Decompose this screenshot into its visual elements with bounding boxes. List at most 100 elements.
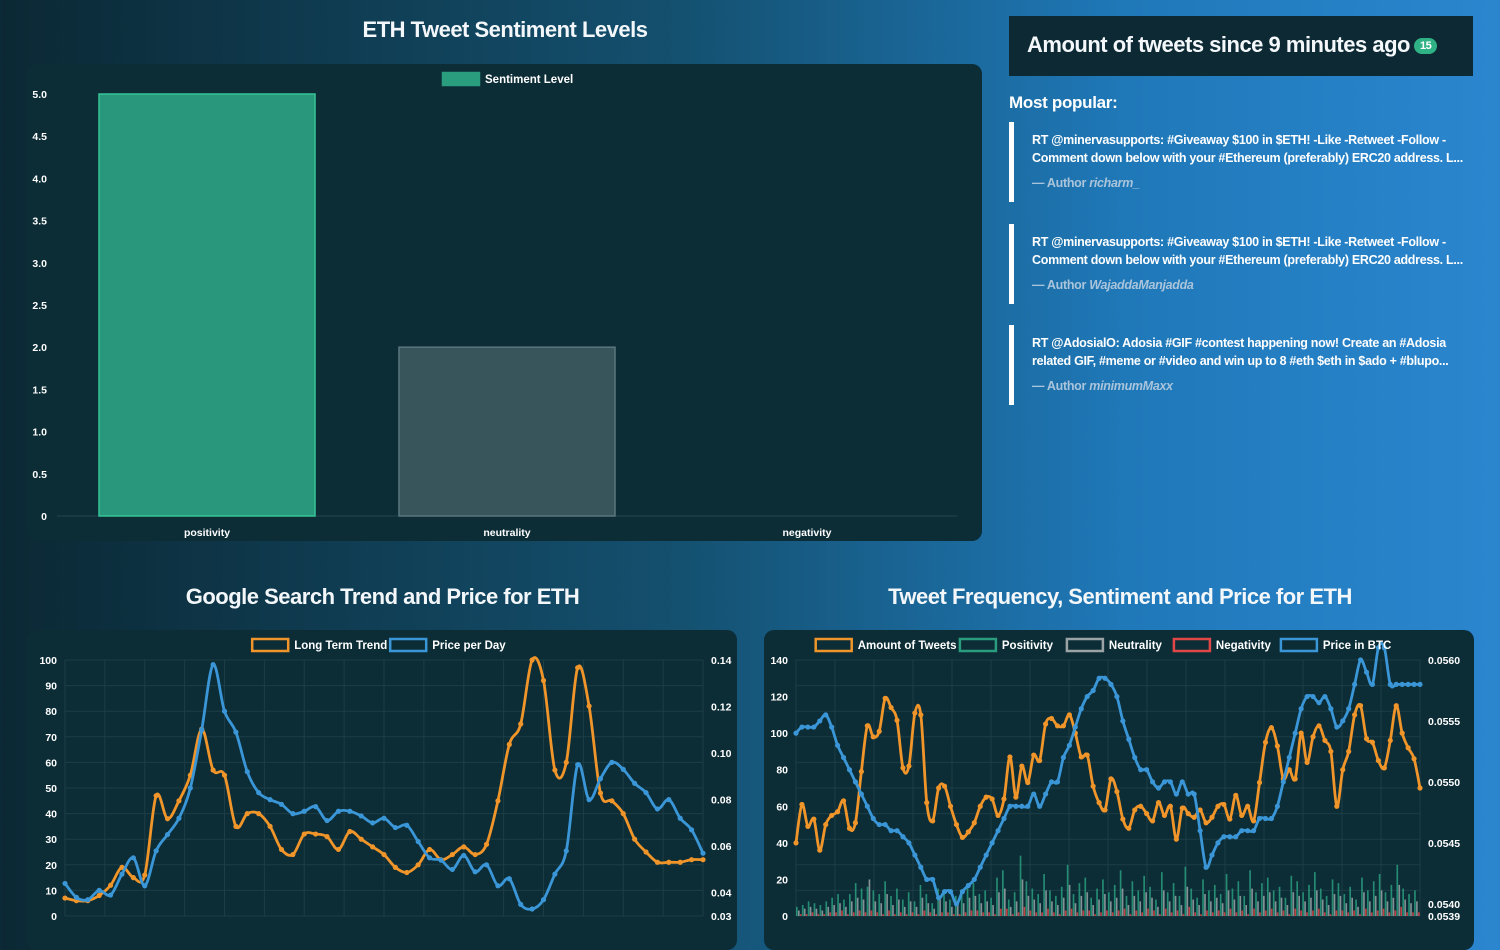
popular-tweet[interactable]: RT @minervasupports: #Giveaway $100 in $… — [1009, 224, 1482, 304]
bar-negativity — [1206, 910, 1208, 916]
point — [823, 712, 829, 718]
point — [313, 831, 319, 837]
bar-negativity — [852, 912, 855, 916]
bar-neutrality — [1257, 901, 1259, 916]
bar-neutrality — [1251, 888, 1253, 916]
point — [1096, 675, 1102, 681]
bar-negativity — [905, 914, 908, 916]
y-left-tick-label: 80 — [776, 765, 788, 777]
bar-negativity — [1235, 912, 1238, 916]
point — [415, 838, 421, 845]
author-name[interactable]: WajaddaManjadda — [1089, 278, 1194, 292]
bar-negativity — [1135, 910, 1138, 916]
popular-tweet[interactable]: RT @minervasupports: #Giveaway $100 in $… — [1009, 122, 1482, 202]
bar-positivity — [1078, 883, 1081, 916]
bar-neutrality — [833, 905, 835, 916]
bar-neutrality — [1416, 901, 1418, 916]
bar-negativity — [1023, 906, 1026, 916]
point — [597, 790, 604, 796]
bar-positivity — [1302, 892, 1304, 916]
point — [107, 882, 114, 888]
bar-negativity — [1388, 912, 1391, 916]
bar-positivity — [1184, 866, 1187, 916]
bar-positivity — [837, 894, 839, 916]
bar-neutrality — [1009, 906, 1012, 916]
legend-label: Positivity — [1002, 640, 1054, 652]
bar-negativity — [1247, 914, 1249, 916]
point — [1357, 703, 1364, 709]
bar-neutrality — [1151, 897, 1153, 916]
bar-negativity — [1088, 910, 1091, 916]
bar-neutrality — [1074, 903, 1077, 916]
bar-neutrality — [845, 906, 847, 916]
popular-tweet[interactable]: RT @AdosialO: Adosia #GIF #contest happe… — [1009, 325, 1482, 405]
tweet-count-label: Amount of tweets since 9 minutes ago — [1027, 32, 1410, 57]
bar-negativity — [805, 914, 808, 916]
point — [1025, 779, 1031, 786]
bar-neutrality — [1363, 892, 1365, 916]
point — [552, 871, 558, 877]
bar-neutrality — [1233, 899, 1236, 916]
bar-neutrality — [1215, 897, 1218, 916]
bar-negativity — [1117, 910, 1120, 916]
point — [1120, 718, 1126, 724]
point — [1352, 681, 1358, 687]
point — [799, 801, 805, 808]
bar-neutrality — [1398, 884, 1401, 916]
point — [278, 846, 285, 853]
point — [449, 851, 455, 858]
bar-positivity — [1131, 881, 1134, 916]
bar-positivity — [796, 906, 798, 916]
point — [882, 821, 888, 828]
point — [918, 864, 924, 870]
bar-positivity — [1219, 894, 1222, 916]
point — [643, 790, 649, 796]
author-name[interactable]: richarm_ — [1089, 176, 1140, 190]
point — [941, 783, 948, 789]
bar-positivity — [813, 903, 816, 916]
point — [677, 859, 683, 865]
bar-negativity — [1341, 910, 1344, 916]
y-right-tick-label: 0.0540 — [1428, 899, 1460, 911]
bar-neutrality — [1086, 892, 1089, 916]
bar-neutrality — [827, 906, 830, 916]
point — [1375, 757, 1381, 764]
y-tick-label: 1.0 — [32, 427, 47, 439]
bar-neutrality — [1333, 894, 1336, 916]
sentiment-chart-title: ETH Tweet Sentiment Levels — [362, 17, 648, 42]
bar-positivity — [807, 901, 810, 916]
bar-negativity — [1141, 912, 1144, 916]
bar-negativity — [841, 910, 843, 916]
bar-negativity — [1329, 914, 1332, 916]
bar-neutrality — [862, 899, 865, 916]
point — [1393, 703, 1399, 709]
y-left-tick-label: 20 — [45, 860, 57, 872]
point — [840, 754, 847, 761]
bar-positivity — [878, 894, 881, 916]
point — [654, 859, 661, 865]
point — [1274, 803, 1280, 809]
point — [894, 828, 900, 834]
y-right-tick-label: 0.0555 — [1428, 716, 1460, 728]
point — [1060, 723, 1067, 729]
bar-positivity — [1066, 864, 1069, 916]
y-left-tick-label: 100 — [770, 728, 788, 740]
bar-negativity — [1188, 906, 1191, 916]
author-name[interactable]: minimumMaxx — [1089, 379, 1173, 393]
legend-label: Amount of Tweets — [858, 640, 957, 652]
point — [370, 844, 376, 850]
bar-negativity — [976, 910, 979, 916]
point — [858, 768, 864, 775]
frequency-chart-title: Tweet Frequency, Sentiment and Price for… — [888, 584, 1352, 609]
bar-neutrality — [1186, 886, 1189, 916]
point — [846, 825, 853, 831]
tweet-text: RT @minervasupports: #Giveaway $100 in $… — [1032, 235, 1463, 267]
bar-neutrality — [1304, 901, 1306, 916]
bar-neutrality — [1098, 899, 1100, 916]
bar-neutrality — [1180, 905, 1183, 916]
bar-positivity — [884, 881, 886, 916]
y-left-tick-label: 40 — [45, 809, 57, 821]
bar-negativity — [870, 910, 873, 916]
bar-neutrality — [951, 906, 953, 916]
point — [1173, 791, 1179, 797]
